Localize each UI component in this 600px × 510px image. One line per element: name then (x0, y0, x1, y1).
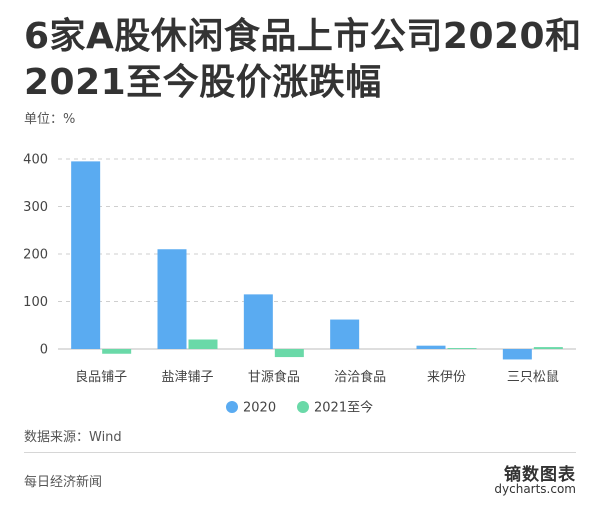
brand-url: dycharts.com (494, 482, 576, 496)
divider (24, 452, 576, 453)
legend: 2020 2021至今 (226, 400, 373, 416)
bar-2020-1 (157, 249, 187, 349)
publisher: 每日经济新闻 (24, 475, 103, 490)
x-tick-label: 洽洽食品 (334, 369, 386, 385)
data-source: 数据来源：Wind (24, 430, 122, 445)
bar-2021-1 (188, 339, 218, 349)
bar-2020-2 (243, 294, 273, 349)
chart-title: 6家A股休闲食品上市公司2020和2021至今股价涨跌幅 (24, 16, 582, 103)
legend-marker (226, 401, 238, 413)
y-tick-label: 100 (23, 295, 48, 310)
y-tick-label: 0 (40, 343, 48, 358)
legend-label: 2021至今 (314, 400, 373, 416)
bar-2020-5 (502, 349, 532, 360)
legend-label: 2020 (243, 401, 276, 416)
grid-lines (58, 158, 576, 350)
y-tick-label: 200 (23, 248, 48, 263)
x-tick-label: 盐津铺子 (161, 370, 213, 385)
bar-2020-3 (330, 319, 360, 349)
bar-2020-4 (416, 345, 446, 349)
bar-2021-5 (533, 347, 563, 349)
bars (71, 161, 563, 360)
bar-2021-0 (102, 349, 132, 354)
x-tick-label: 三只松鼠 (507, 370, 559, 385)
x-tick-label: 来伊份 (427, 370, 466, 385)
x-tick-label: 甘源食品 (248, 369, 300, 385)
bar-2020-0 (71, 161, 101, 349)
legend-marker (297, 401, 309, 413)
x-tick-label: 良品铺子 (75, 369, 127, 385)
y-tick-label: 400 (23, 153, 48, 168)
y-tick-label: 300 (23, 200, 48, 215)
unit-label: 单位：% (24, 112, 76, 127)
y-axis: 0 100 200 300 400 (23, 153, 48, 358)
brand-logo-text: 镝数图表 (504, 465, 576, 485)
bar-2021-2 (274, 349, 304, 358)
bar-2021-4 (447, 348, 477, 349)
bar-chart: 0 100 200 300 400 良品铺子 盐津铺子 甘源食品 洽洽食品 来伊份 三只松鼠 20… (23, 153, 576, 416)
x-axis: 良品铺子 盐津铺子 甘源食品 洽洽食品 来伊份 三只松鼠 (75, 369, 559, 385)
